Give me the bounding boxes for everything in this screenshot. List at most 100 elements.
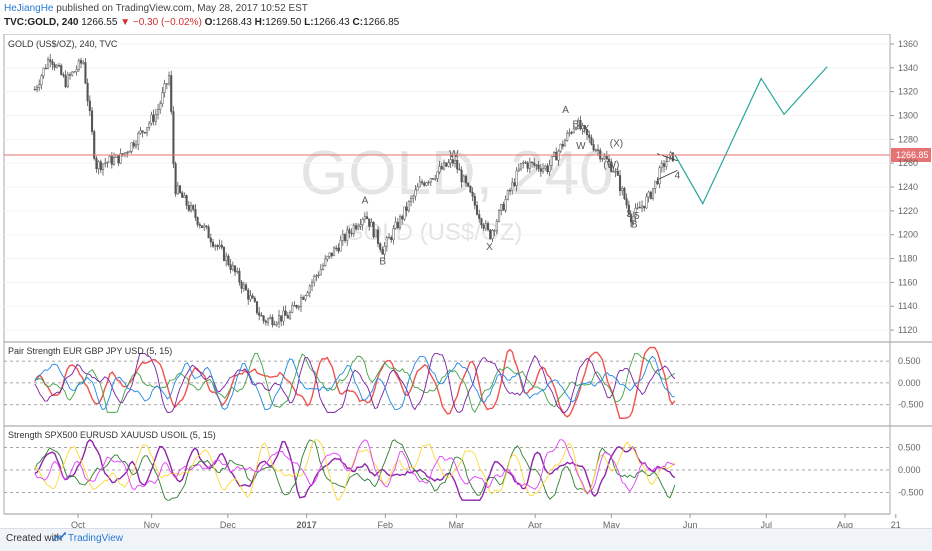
- candle-up: [71, 71, 74, 76]
- candle-up: [150, 114, 153, 124]
- candle-down: [469, 185, 472, 193]
- candle-up: [55, 65, 58, 68]
- level-label: -0.500: [898, 400, 924, 410]
- candle-up: [346, 229, 349, 241]
- tradingview-brand[interactable]: TradingView: [68, 533, 124, 544]
- candle-up: [154, 113, 157, 122]
- candle-down: [209, 237, 212, 243]
- candle-down: [258, 312, 261, 316]
- candle-down: [86, 82, 89, 102]
- candle-down: [420, 181, 424, 184]
- candle-down: [405, 206, 408, 211]
- candle-down: [233, 265, 237, 273]
- candle-up: [165, 83, 168, 85]
- candle-down: [44, 67, 47, 70]
- price-tick-label: 1200: [898, 230, 918, 240]
- candle-up: [112, 157, 116, 165]
- candle-up: [148, 122, 151, 128]
- wave-label: A: [362, 196, 369, 207]
- candle-down: [480, 218, 483, 226]
- close-label: C:: [352, 17, 364, 28]
- candle-up: [541, 167, 545, 172]
- candle-down: [126, 152, 129, 154]
- candle-up: [163, 83, 166, 93]
- candle-up: [665, 161, 668, 167]
- candle-up: [35, 87, 39, 90]
- level-label: 0.000: [898, 465, 921, 475]
- candle-up: [266, 318, 270, 323]
- candle-up: [145, 127, 149, 134]
- candle-down: [132, 142, 135, 147]
- candle-up: [231, 265, 234, 270]
- candle-up: [293, 305, 296, 307]
- candle-down: [456, 159, 459, 170]
- candle-down: [445, 162, 448, 167]
- candle-up: [310, 281, 314, 287]
- wave-label: 3: [626, 209, 632, 220]
- price-tick-label: 1320: [898, 87, 918, 97]
- candle-up: [352, 225, 355, 234]
- candle-down: [238, 270, 241, 283]
- candle-down: [255, 301, 259, 314]
- series-eurusd: [34, 439, 676, 501]
- series-xauusd: [34, 439, 676, 501]
- candle-up: [328, 252, 331, 257]
- candle-down: [286, 315, 289, 319]
- symbol-ohlc-line: TVC:GOLD, 240 1266.55 ▼ −0.30 (−0.02%) O…: [4, 17, 399, 28]
- candle-up: [273, 324, 276, 326]
- candle-up: [183, 195, 186, 198]
- candle-up: [438, 166, 441, 173]
- candle-down: [464, 175, 468, 184]
- candle-down: [33, 89, 36, 91]
- wave-label: B: [379, 257, 386, 268]
- candle-up: [497, 210, 501, 222]
- candle-down: [240, 282, 243, 289]
- candle-down: [381, 249, 384, 255]
- author-link[interactable]: HeJiangHe: [4, 3, 54, 14]
- candle-down: [172, 111, 175, 164]
- time-axis[interactable]: Oct Nov Dec 2017 Feb Mar Apr May Jun Jul Aug 21: [4, 513, 901, 528]
- candle-up: [189, 205, 193, 211]
- candle-up: [134, 144, 138, 147]
- candle-down: [396, 221, 399, 228]
- price-axis[interactable]: 1120 1140 1160 1180 1200 1220 1240 1260 1280 1300…: [890, 39, 918, 335]
- candle-up: [563, 139, 567, 147]
- candle-up: [500, 204, 503, 211]
- candle-up: [387, 237, 391, 239]
- candle-down: [51, 61, 54, 65]
- candle-up: [339, 240, 342, 252]
- price-tick-label: 1220: [898, 206, 918, 216]
- wave-label: B: [631, 220, 638, 231]
- candle-down: [368, 218, 371, 227]
- candle-up: [552, 152, 556, 157]
- candle-down: [348, 229, 351, 234]
- candle-up: [225, 255, 228, 261]
- candle-down: [211, 241, 215, 247]
- candle-up: [46, 59, 50, 69]
- last-price: 1266.55: [81, 17, 118, 28]
- candle-down: [335, 247, 338, 249]
- candle-up: [651, 188, 655, 199]
- candle-down: [284, 310, 287, 316]
- candle-up: [601, 158, 604, 160]
- candle-up: [425, 182, 428, 186]
- published-text: published on TradingView.com, May 28, 20…: [56, 3, 308, 14]
- candle-up: [315, 275, 318, 277]
- price-tick-label: 1120: [898, 325, 917, 335]
- series-gbp: [34, 353, 676, 414]
- candle-down: [216, 245, 219, 248]
- candle-up: [214, 245, 217, 247]
- price-tick-label: 1240: [898, 182, 918, 192]
- candle-down: [181, 192, 184, 198]
- candle-series: [33, 54, 674, 329]
- candle-up: [548, 165, 551, 173]
- candle-down: [49, 59, 52, 62]
- candle-down: [330, 252, 333, 257]
- candle-down: [244, 284, 248, 291]
- candle-up: [519, 163, 523, 170]
- candle-down: [185, 195, 188, 206]
- candle-down: [579, 120, 582, 130]
- candle-up: [297, 306, 300, 308]
- candle-up: [572, 128, 575, 133]
